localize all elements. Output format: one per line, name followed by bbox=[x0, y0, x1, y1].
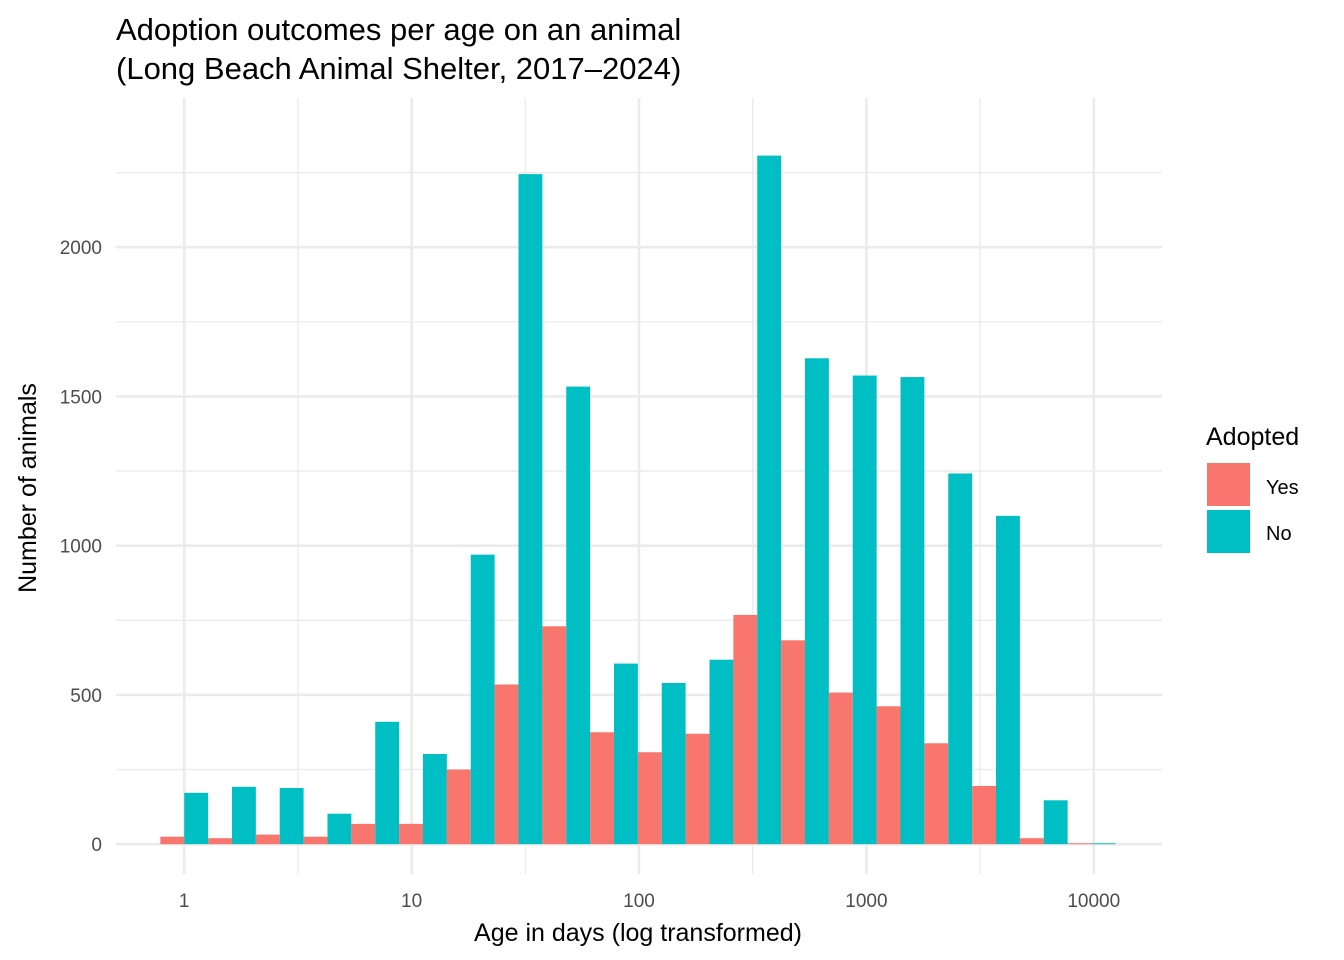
bar-no-19 bbox=[1091, 843, 1116, 845]
bar-yes-11 bbox=[685, 733, 710, 845]
bar-no-8 bbox=[566, 386, 591, 845]
y-tick-label: 500 bbox=[70, 686, 102, 707]
legend-swatch-no bbox=[1207, 510, 1250, 553]
x-tick-label: 1 bbox=[179, 891, 190, 912]
bar-yes-4 bbox=[351, 823, 376, 845]
bar-no-12 bbox=[757, 155, 782, 845]
y-axis-title: Number of animals bbox=[14, 383, 42, 593]
bar-no-11 bbox=[709, 659, 734, 845]
legend: Adopted Yes No bbox=[1206, 423, 1299, 553]
bar-yes-9 bbox=[590, 732, 614, 845]
x-tick-label: 100 bbox=[623, 891, 655, 912]
legend-swatch-yes bbox=[1207, 463, 1250, 506]
bar-no-9 bbox=[613, 663, 638, 845]
bar-yes-8 bbox=[542, 626, 567, 845]
bar-no-10 bbox=[661, 682, 686, 845]
bar-yes-6 bbox=[446, 769, 471, 845]
x-tick-label: 1000 bbox=[845, 891, 887, 912]
bar-yes-16 bbox=[924, 743, 949, 845]
bar-yes-10 bbox=[637, 752, 662, 845]
bar-yes-14 bbox=[828, 692, 853, 845]
chart-title-line-2: (Long Beach Animal Shelter, 2017–2024) bbox=[116, 51, 681, 86]
y-tick-label: 1000 bbox=[60, 537, 102, 558]
y-tick-label: 0 bbox=[91, 835, 102, 856]
bar-yes-13 bbox=[781, 640, 805, 845]
x-tick-label: 10000 bbox=[1067, 891, 1120, 912]
legend-title: Adopted bbox=[1206, 423, 1299, 451]
bar-no-13 bbox=[804, 358, 829, 845]
bar-yes-15 bbox=[876, 706, 901, 845]
bar-no-0 bbox=[184, 792, 209, 845]
bar-yes-17 bbox=[972, 785, 997, 845]
bar-no-17 bbox=[996, 515, 1020, 845]
bar-no-5 bbox=[422, 754, 447, 845]
y-tick-label: 1500 bbox=[60, 387, 102, 408]
bar-yes-12 bbox=[733, 614, 758, 845]
chart-title-line-1: Adoption outcomes per age on an animal bbox=[116, 12, 681, 47]
bar-no-14 bbox=[852, 375, 877, 845]
y-tick-label: 2000 bbox=[60, 238, 102, 259]
bar-yes-2 bbox=[255, 834, 280, 845]
bar-yes-5 bbox=[399, 823, 423, 845]
bar-yes-0 bbox=[160, 836, 185, 845]
bar-yes-7 bbox=[494, 684, 519, 845]
bar-no-2 bbox=[279, 788, 304, 845]
bar-no-15 bbox=[900, 377, 925, 845]
x-axis-title: Age in days (log transformed) bbox=[474, 919, 802, 947]
bar-yes-1 bbox=[208, 838, 232, 845]
bar-no-4 bbox=[375, 721, 400, 845]
bar-no-7 bbox=[518, 174, 543, 845]
bar-no-16 bbox=[948, 473, 973, 845]
bar-yes-19 bbox=[1067, 843, 1092, 845]
x-tick-labels: 1 10 100 1000 10000 bbox=[179, 891, 1120, 912]
x-tick-label: 10 bbox=[401, 891, 422, 912]
legend-label-no: No bbox=[1266, 523, 1292, 545]
bar-yes-18 bbox=[1019, 838, 1044, 845]
bars bbox=[160, 155, 1116, 845]
bar-no-1 bbox=[231, 786, 256, 845]
legend-label-yes: Yes bbox=[1266, 477, 1299, 499]
bar-yes-3 bbox=[303, 836, 328, 845]
bar-no-6 bbox=[470, 554, 495, 845]
bar-no-18 bbox=[1043, 800, 1068, 845]
bar-no-3 bbox=[327, 813, 352, 845]
y-tick-labels: 0 500 1000 1500 2000 bbox=[60, 238, 102, 856]
